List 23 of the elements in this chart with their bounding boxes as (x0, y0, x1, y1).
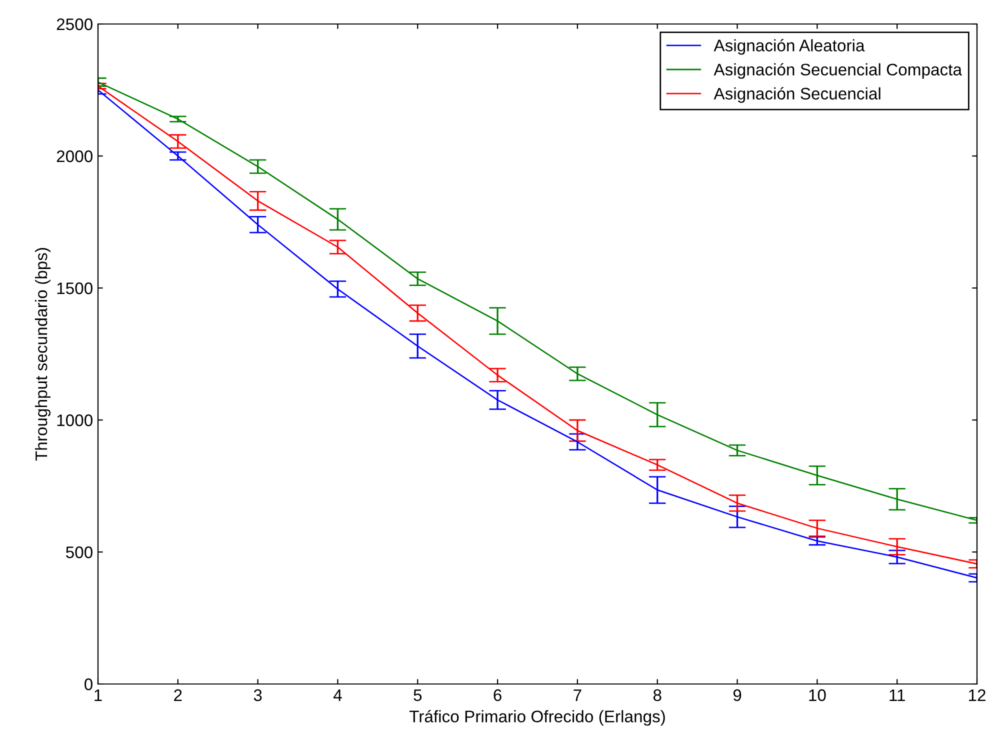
x-tick-label: 11 (890, 689, 905, 701)
x-tick-label: 2 (174, 689, 182, 701)
x-tick-label: 8 (653, 689, 662, 702)
y-tick-label: 1000 (57, 414, 92, 426)
x-tick-label: 5 (414, 689, 422, 702)
x-tick-label: 12 (969, 689, 986, 701)
y-tick-label: 500 (66, 546, 92, 558)
legend-label: Asignación Secuencial (714, 87, 880, 103)
x-tick-label: 9 (733, 689, 742, 702)
x-tick-label: 4 (333, 689, 342, 701)
y-tick-label: 2000 (56, 150, 92, 162)
x-tick-label: 10 (809, 689, 826, 702)
y-tick-label: 0 (84, 678, 92, 690)
x-axis-title: Tráfico Primario Ofrecido (Erlangs) (409, 710, 665, 726)
y-axis-title: Throughput secundario (bps) (34, 248, 51, 461)
legend-label: Asignación Secuencial Compacta (714, 63, 962, 79)
x-tick-label: 6 (494, 689, 502, 702)
x-tick-label: 1 (94, 689, 102, 701)
x-tick-label: 7 (574, 689, 582, 701)
legend-label: Asignación Aleatoria (714, 39, 865, 55)
x-tick-label: 3 (254, 689, 262, 702)
y-tick-label: 1500 (57, 282, 92, 294)
y-tick-label: 2500 (56, 18, 92, 30)
